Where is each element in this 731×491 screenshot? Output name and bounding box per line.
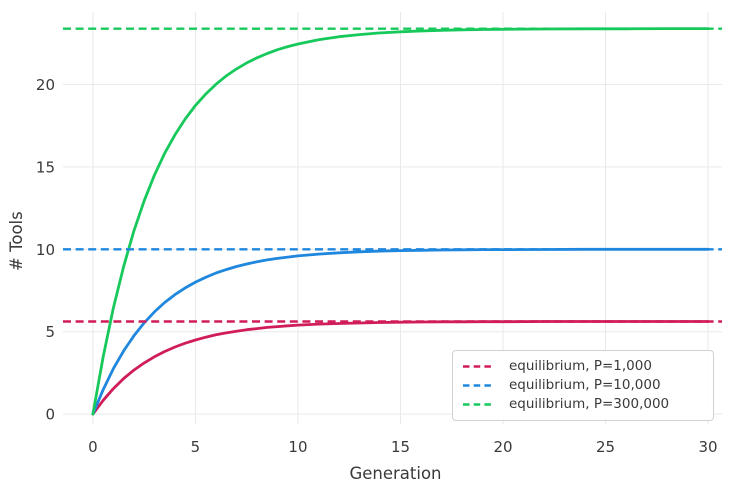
y-tick-label-5: 5: [45, 323, 55, 341]
legend: equilibrium, P=1,000 equilibrium, P=10,0…: [452, 350, 714, 421]
x-tick-label-30: 30: [699, 438, 718, 456]
y-tick-label-10: 10: [36, 241, 55, 259]
dashed-line-swatch-icon: [463, 403, 495, 406]
legend-item-label: equilibrium, P=10,000: [509, 376, 661, 393]
legend-item-label: equilibrium, P=1,000: [509, 357, 652, 374]
x-axis-label: Generation: [349, 464, 442, 483]
legend-item: equilibrium, P=1,000: [462, 357, 704, 374]
y-tick-label-0: 0: [45, 406, 55, 424]
legend-item-label: equilibrium, P=300,000: [509, 395, 670, 412]
x-tick-label-0: 0: [88, 438, 98, 456]
y-tick-label-20: 20: [36, 76, 55, 94]
dashed-line-swatch-icon: [463, 365, 495, 368]
legend-item: equilibrium, P=300,000: [462, 395, 704, 412]
y-tick-label-15: 15: [36, 158, 55, 176]
x-tick-label-20: 20: [493, 438, 512, 456]
x-tick-label-5: 5: [191, 438, 201, 456]
x-tick-label-25: 25: [596, 438, 615, 456]
legend-item: equilibrium, P=10,000: [462, 376, 704, 393]
x-tick-label-10: 10: [288, 438, 307, 456]
x-tick-label-15: 15: [391, 438, 410, 456]
y-axis-label: # Tools: [7, 211, 26, 271]
dashed-line-swatch-icon: [463, 384, 495, 387]
